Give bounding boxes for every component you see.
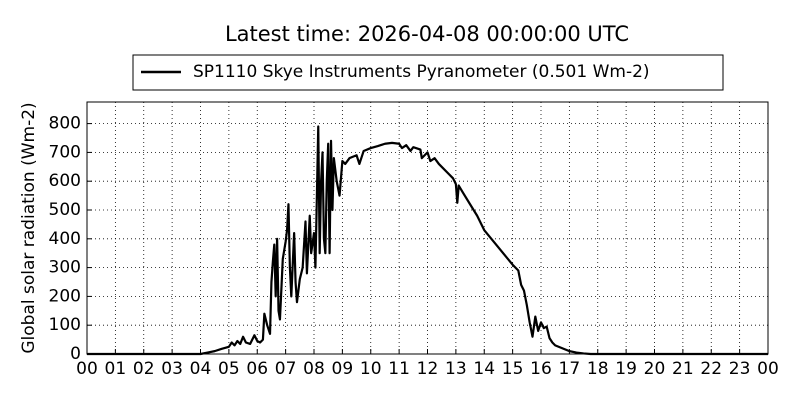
x-tick-label: 17 — [559, 359, 581, 379]
y-tick-label: 600 — [49, 171, 81, 191]
x-tick-label: 05 — [218, 359, 240, 379]
y-tick-label: 300 — [49, 258, 81, 278]
plot-frame — [86, 101, 769, 355]
x-tick-label: 08 — [303, 359, 325, 379]
legend-box — [132, 54, 724, 91]
y-tick-label: 700 — [49, 142, 81, 162]
data-line — [87, 125, 768, 356]
x-tick-label: 00 — [76, 359, 98, 379]
x-tick-label: 02 — [133, 359, 155, 379]
x-tick-label: 07 — [275, 359, 297, 379]
x-tick-label: 10 — [360, 359, 382, 379]
y-tick-label: 500 — [49, 200, 81, 220]
x-tick-label: 01 — [105, 359, 127, 379]
x-tick-label: 19 — [615, 359, 637, 379]
x-tick-label: 13 — [445, 359, 467, 379]
x-tick-label: 09 — [332, 359, 354, 379]
x-tick-label: 22 — [700, 359, 722, 379]
y-tick-label: 800 — [49, 114, 81, 134]
x-tick-label: 21 — [672, 359, 694, 379]
x-tick-label: 12 — [417, 359, 439, 379]
x-tick-label: 14 — [473, 359, 495, 379]
y-tick-label: 100 — [49, 315, 81, 335]
x-tick-label: 11 — [388, 359, 410, 379]
chart-title: Latest time: 2026-04-08 00:00:00 UTC — [225, 22, 629, 46]
x-tick-label: 20 — [644, 359, 666, 379]
x-tick-label: 00 — [757, 359, 779, 379]
x-tick-label: 15 — [502, 359, 524, 379]
y-tick-label: 400 — [49, 229, 81, 249]
x-tick-label: 04 — [190, 359, 212, 379]
y-axis-label: Global solar radiation (Wm-2) — [19, 102, 39, 353]
x-tick-label: 23 — [729, 359, 751, 379]
x-tick-label: 06 — [246, 359, 268, 379]
x-tick-label: 16 — [530, 359, 552, 379]
x-tick-label: 18 — [587, 359, 609, 379]
x-tick-label: 03 — [161, 359, 183, 379]
y-tick-label: 0 — [70, 344, 81, 364]
legend-label: SP1110 Skye Instruments Pyranometer (0.5… — [193, 62, 650, 82]
y-tick-label: 200 — [49, 286, 81, 306]
